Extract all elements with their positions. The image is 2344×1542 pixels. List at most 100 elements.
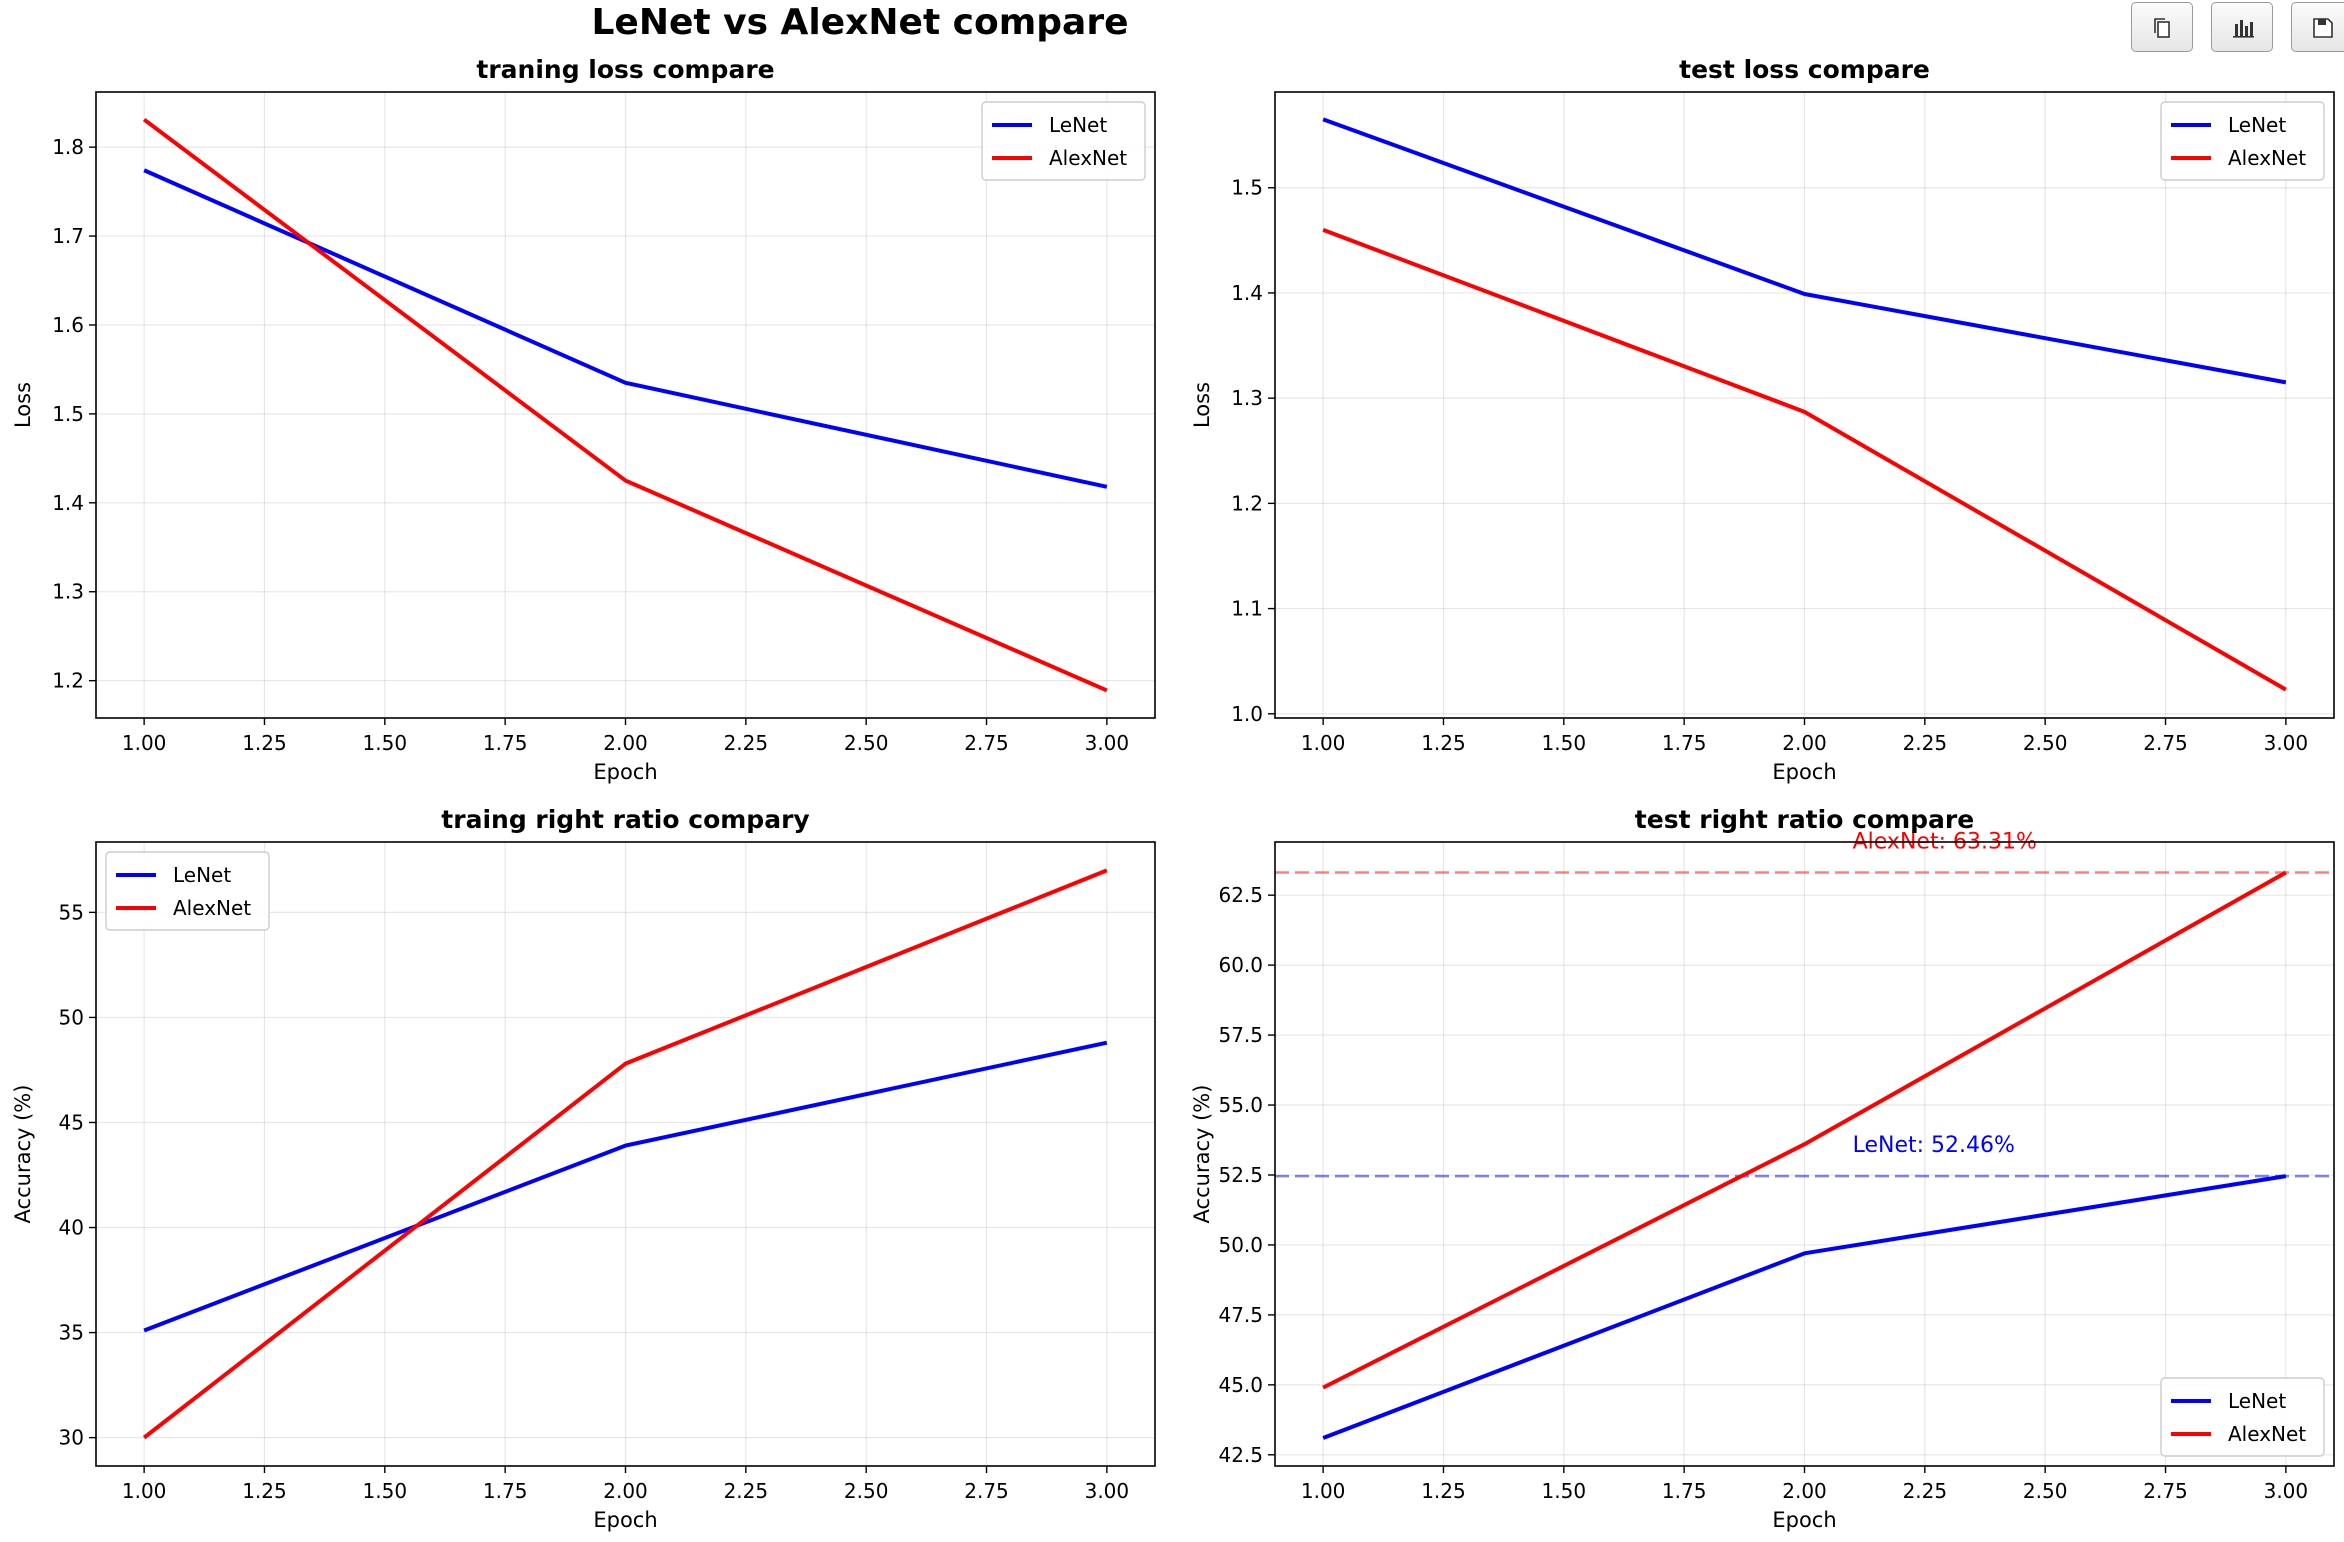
x-tick-label: 2.25 — [724, 1479, 769, 1503]
x-tick-label: 2.75 — [2143, 731, 2188, 755]
y-tick-label: 1.0 — [1231, 702, 1263, 726]
x-tick-label: 1.50 — [1542, 731, 1587, 755]
legend-box — [2160, 101, 2325, 181]
y-axis-label: Loss — [1190, 382, 1214, 428]
y-tick-label: 1.4 — [52, 491, 84, 515]
legend-label-alexnet: AlexNet — [173, 896, 251, 920]
x-tick-label: 1.75 — [1662, 1479, 1707, 1503]
x-tick-label: 2.25 — [1903, 731, 1948, 755]
series-line-alexnet — [142, 117, 1108, 693]
chart-panel-4: LeNet: 52.46%AlexNet: 63.31%1.00 1.25 1.50… — [1190, 805, 2335, 1532]
x-axis-label: Epoch — [593, 760, 657, 784]
x-tick-label: 1.25 — [242, 731, 287, 755]
chart-panel-1: 1.00 1.25 1.50 1.75 2.00 2.25 2.50 2.75 3.00 1.2 1… — [11, 55, 1156, 784]
y-tick-label: 1.3 — [1231, 386, 1263, 410]
y-tick-label: 1.8 — [52, 135, 84, 159]
y-tick-label: 1.2 — [52, 669, 84, 693]
x-tick-label: 1.00 — [122, 731, 167, 755]
y-tick-label: 60.0 — [1218, 953, 1263, 977]
x-tick-label: 3.00 — [2264, 1479, 2309, 1503]
x-tick-label: 1.25 — [242, 1479, 287, 1503]
save-button[interactable] — [2291, 2, 2344, 52]
chart-title: traning loss compare — [476, 55, 774, 84]
y-tick-label: 50 — [59, 1005, 84, 1029]
y-tick-label: 62.5 — [1218, 883, 1263, 907]
legend-label-lenet: LeNet — [1049, 113, 1107, 137]
y-tick-label: 1.2 — [1231, 491, 1263, 515]
y-tick-label: 47.5 — [1218, 1303, 1263, 1327]
x-tick-label: 2.75 — [2143, 1479, 2188, 1503]
series-line-alexnet — [1322, 870, 2287, 1390]
y-tick-label: 45.0 — [1218, 1373, 1263, 1397]
x-tick-label: 1.50 — [1542, 1479, 1587, 1503]
legend-label-alexnet: AlexNet — [1049, 146, 1127, 170]
x-tick-label: 2.00 — [1782, 731, 1827, 755]
y-tick-label: 55.0 — [1218, 1093, 1263, 1117]
x-tick-label: 2.50 — [2023, 1479, 2068, 1503]
y-tick-label: 1.5 — [1231, 176, 1263, 200]
x-tick-label: 2.75 — [964, 731, 1009, 755]
x-tick-label: 1.00 — [122, 1479, 167, 1503]
chart-title: test right ratio compare — [1635, 805, 1974, 834]
legend-label-alexnet: AlexNet — [2228, 146, 2306, 170]
x-tick-label: 1.25 — [1421, 731, 1466, 755]
bar-chart-icon — [2233, 20, 2254, 38]
y-tick-label: 1.6 — [52, 313, 84, 337]
x-tick-label: 2.25 — [724, 731, 769, 755]
y-tick-label: 1.7 — [52, 224, 84, 248]
x-tick-label: 3.00 — [1085, 1479, 1130, 1503]
chart-panel-3: 1.00 1.25 1.50 1.75 2.00 2.25 2.50 2.75 3.00 30 35… — [11, 805, 1156, 1532]
y-axis-label: Accuracy (%) — [11, 1085, 35, 1224]
y-tick-label: 57.5 — [1218, 1023, 1263, 1047]
legend: LeNet AlexNet — [105, 851, 270, 931]
x-tick-label: 3.00 — [1085, 731, 1130, 755]
legend: LeNet AlexNet — [2160, 1377, 2325, 1457]
y-tick-label: 55 — [59, 900, 84, 924]
y-tick-label: 1.3 — [52, 580, 84, 604]
x-tick-label: 1.75 — [1662, 731, 1707, 755]
x-tick-label: 2.50 — [844, 731, 889, 755]
x-tick-label: 1.50 — [363, 1479, 408, 1503]
x-tick-label: 1.75 — [483, 1479, 528, 1503]
y-tick-label: 40 — [59, 1216, 84, 1240]
x-tick-label: 2.00 — [603, 1479, 648, 1503]
series-line-alexnet — [1322, 227, 2287, 692]
y-axis-label: Accuracy (%) — [1190, 1085, 1214, 1224]
legend-label-lenet: LeNet — [2228, 113, 2286, 137]
x-axis-label: Epoch — [1772, 760, 1836, 784]
x-tick-label: 2.75 — [964, 1479, 1009, 1503]
series-line-lenet — [1322, 117, 2287, 385]
y-tick-label: 30 — [59, 1426, 84, 1450]
legend-box — [2160, 1377, 2325, 1457]
legend-label-lenet: LeNet — [173, 863, 231, 887]
series-line-alexnet — [142, 868, 1108, 1440]
x-tick-label: 2.50 — [844, 1479, 889, 1503]
y-tick-label: 50.0 — [1218, 1233, 1263, 1257]
save-icon — [2313, 18, 2333, 38]
x-axis-label: Epoch — [1772, 1508, 1836, 1532]
x-tick-label: 1.00 — [1301, 1479, 1346, 1503]
chart-title: test loss compare — [1679, 55, 1930, 84]
legend-label-alexnet: AlexNet — [2228, 1422, 2306, 1446]
copy-button[interactable] — [2131, 2, 2193, 52]
figure-title: LeNet vs AlexNet compare — [591, 2, 1128, 43]
chart-panel-2: 1.00 1.25 1.50 1.75 2.00 2.25 2.50 2.75 3.00 1.0 1… — [1190, 55, 2335, 784]
legend: LeNet AlexNet — [2160, 101, 2325, 181]
y-tick-label: 45 — [59, 1110, 84, 1134]
y-tick-label: 1.4 — [1231, 281, 1263, 305]
x-tick-label: 2.25 — [1903, 1479, 1948, 1503]
y-tick-label: 1.1 — [1231, 597, 1263, 621]
y-axis-label: Loss — [11, 382, 35, 428]
legend-box — [981, 101, 1146, 181]
chart-button[interactable] — [2211, 2, 2273, 52]
chart-title: traing right ratio compary — [441, 805, 809, 834]
x-axis-label: Epoch — [593, 1508, 657, 1532]
annotation-lenet: LeNet: 52.46% — [1853, 1133, 2015, 1158]
y-tick-label: 42.5 — [1218, 1443, 1263, 1467]
x-tick-label: 2.00 — [603, 731, 648, 755]
x-tick-label: 1.75 — [483, 731, 528, 755]
legend-box — [105, 851, 270, 931]
y-tick-label: 1.5 — [52, 402, 84, 426]
x-tick-label: 2.00 — [1782, 1479, 1827, 1503]
